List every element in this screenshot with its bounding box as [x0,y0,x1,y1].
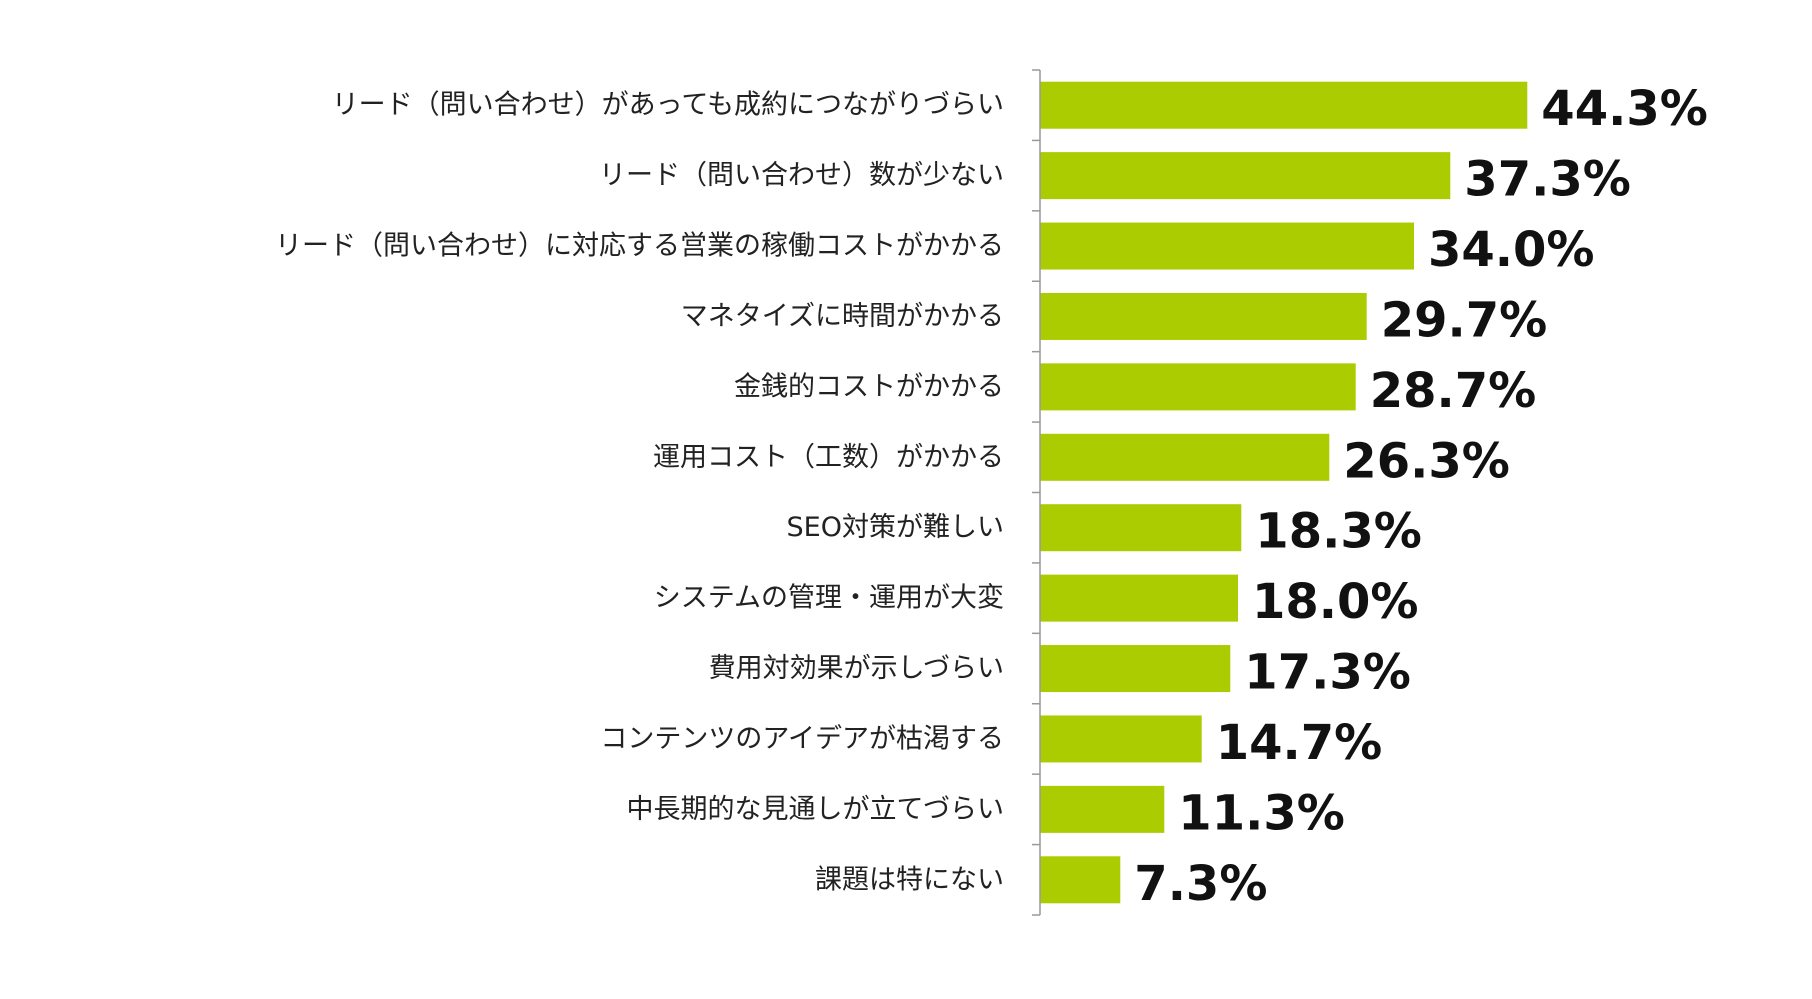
value-labels-group: 44.3% 37.3% 34.0% 29.7% 28.7% 26.3% 18.3% 18.0%… [1134,81,1708,912]
category-label: コンテンツのアイデアが枯渇する [600,723,1004,754]
category-label: システムの管理・運用が大変 [654,583,1004,614]
bars-group [1040,81,1528,904]
value-label: 44.3% [1541,81,1708,137]
bar [1040,433,1330,481]
value-label: 11.3% [1178,785,1345,841]
category-label: リード（問い合わせ）数が少ない [599,160,1004,191]
category-axis [1032,69,1041,916]
bar [1040,222,1414,270]
category-labels-group: リード（問い合わせ）があっても成約につながりづらいリード（問い合わせ）数が少ない… [275,90,1004,896]
category-label: SEO対策が難しい [787,512,1004,543]
category-label: リード（問い合わせ）があっても成約につながりづらい [332,90,1004,121]
category-label: 運用コスト（工数）がかかる [653,442,1004,473]
value-label: 37.3% [1464,152,1631,208]
bar [1040,574,1238,622]
value-label: 29.7% [1381,292,1548,348]
value-label: 28.7% [1370,363,1537,419]
category-label: 金銭的コストがかかる [734,371,1004,402]
value-label: 18.3% [1255,504,1422,560]
category-label: リード（問い合わせ）に対応する営業の稼働コストがかかる [275,231,1004,262]
value-label: 18.0% [1252,574,1419,630]
value-label: 26.3% [1343,433,1510,489]
value-label: 17.3% [1244,645,1411,701]
bar [1040,715,1202,763]
category-label: マネタイズに時間がかかる [681,301,1004,332]
bar [1040,785,1165,833]
bar [1040,81,1528,129]
bar [1040,645,1231,693]
category-label: 費用対効果が示しづらい [709,653,1004,684]
value-label: 7.3% [1134,856,1267,912]
category-label: 中長期的な見通しが立てづらい [627,794,1004,825]
value-label: 34.0% [1428,222,1595,278]
value-label: 14.7% [1216,715,1383,771]
category-label: 課題は特にない [815,864,1004,895]
bar [1040,292,1367,340]
bar [1040,504,1242,552]
bar [1040,152,1451,200]
bar [1040,856,1121,904]
bar [1040,363,1356,411]
